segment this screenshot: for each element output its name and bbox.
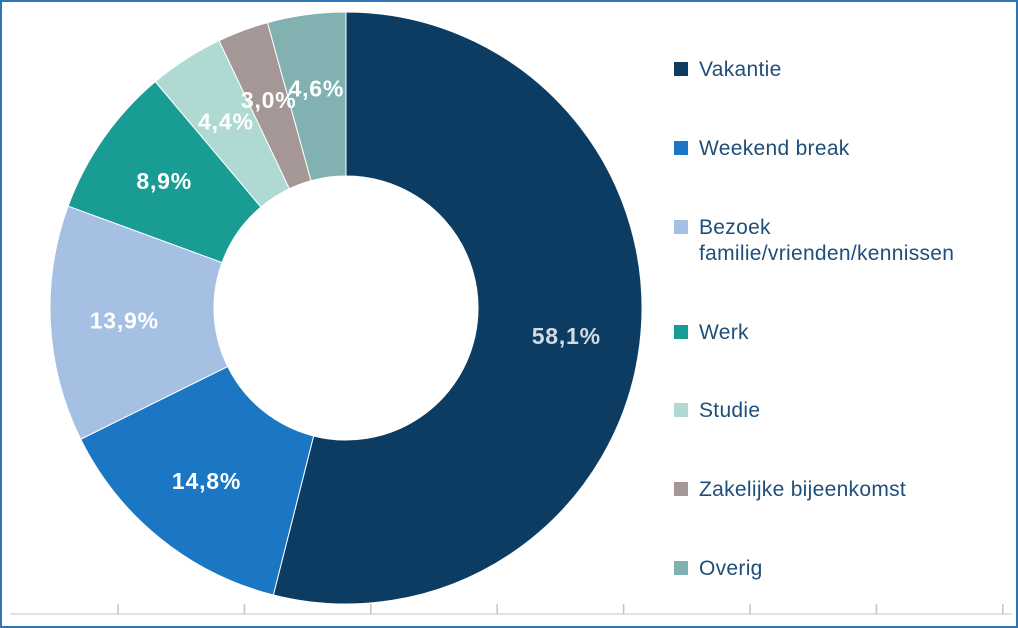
donut-slice[interactable] xyxy=(49,205,229,440)
legend-label: Vakantie xyxy=(699,58,782,81)
legend-label: Weekend break xyxy=(699,136,850,160)
slice-data-label: 4,4% xyxy=(198,109,254,135)
legend-swatch xyxy=(674,324,688,339)
legend-swatch xyxy=(674,482,688,496)
legend-item[interactable]: Werk xyxy=(674,320,1014,346)
legend-item[interactable]: Bezoek familie/vrienden/kennissen xyxy=(674,215,1014,268)
legend-label: Werk xyxy=(699,320,749,344)
legend-swatch xyxy=(674,62,688,76)
slice-data-label: 14,8% xyxy=(172,468,241,494)
legend-label: Studie xyxy=(699,399,761,423)
donut-slice[interactable] xyxy=(272,11,643,605)
legend-item[interactable]: Weekend break xyxy=(674,136,1014,162)
donut-slice[interactable] xyxy=(80,365,315,596)
legend: Vakantie Weekend break Bezoek familie/vrie… xyxy=(674,57,1014,582)
legend-item[interactable]: Zakelijke bijeenkomst xyxy=(674,477,1014,503)
slice-data-label: 4,6% xyxy=(288,75,344,101)
legend-item[interactable]: Overig xyxy=(674,556,1014,582)
donut-slice[interactable] xyxy=(266,11,347,182)
slice-data-label: 8,9% xyxy=(136,168,192,194)
legend-swatch xyxy=(674,219,688,234)
legend-label: Zakelijke bijeenkomst xyxy=(699,478,907,501)
legend-label: Overig xyxy=(699,556,763,580)
legend-label: Bezoek familie/vrienden/kennissen xyxy=(699,215,955,265)
slice-data-label: 13,9% xyxy=(90,307,159,333)
slice-data-label: 58,1% xyxy=(532,323,601,349)
legend-swatch xyxy=(674,403,688,418)
legend-item[interactable]: Studie xyxy=(674,398,1014,424)
legend-swatch xyxy=(674,140,688,155)
slice-data-label: 3,0% xyxy=(241,87,297,113)
legend-item[interactable]: Vakantie xyxy=(674,57,1014,83)
legend-swatch xyxy=(674,560,688,575)
